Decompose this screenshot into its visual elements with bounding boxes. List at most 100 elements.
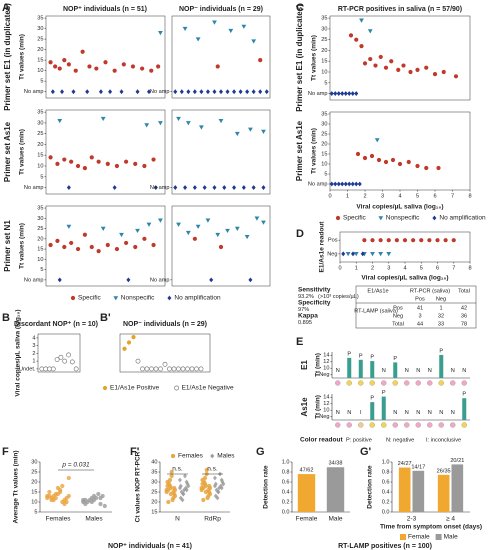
- point: [177, 477, 182, 483]
- bar: [370, 361, 375, 378]
- readout-letter: N: [405, 368, 409, 374]
- y-tick-label: 1.0: [382, 459, 390, 465]
- y-tick-label: 30: [31, 459, 37, 465]
- point: [435, 238, 440, 243]
- point: [172, 493, 178, 499]
- y-axis-label: Ct values NOP RT-PCR: [135, 451, 142, 522]
- table-cell: Pos: [393, 305, 403, 311]
- point: [169, 473, 174, 479]
- row-label: Primer set E1 (in duplicates): [295, 4, 304, 112]
- y-tick-label: No amp: [24, 277, 44, 283]
- point: [258, 89, 263, 95]
- point: [112, 185, 117, 190]
- point: [73, 366, 79, 372]
- point: [54, 357, 60, 362]
- row-label: As1e: [300, 397, 309, 417]
- point: [158, 366, 163, 372]
- y-tick-label: 12: [323, 359, 329, 365]
- readout-letter: N: [451, 368, 455, 374]
- point: [228, 28, 234, 34]
- table-cell: 78: [461, 321, 467, 327]
- point: [336, 91, 341, 96]
- point: [251, 89, 256, 95]
- point: [53, 64, 58, 69]
- point: [149, 68, 154, 73]
- point: [55, 238, 60, 243]
- point: [241, 24, 247, 29]
- point: [83, 497, 88, 503]
- point: [114, 246, 120, 252]
- y-tick-label: 0.6: [382, 479, 390, 485]
- point: [443, 238, 448, 243]
- table-cell: 1: [439, 305, 442, 311]
- point: [133, 161, 138, 166]
- value-label: 14/17: [411, 464, 425, 470]
- y-tick-label: 5: [40, 267, 43, 273]
- point: [126, 340, 132, 345]
- point: [186, 89, 191, 95]
- point: [66, 185, 71, 190]
- point: [215, 232, 221, 238]
- x-tick-label: Male: [328, 516, 342, 523]
- point: [135, 358, 141, 364]
- value-label: 34/38: [329, 461, 343, 467]
- point: [378, 54, 383, 60]
- point: [192, 185, 197, 190]
- point: [213, 493, 218, 499]
- readout-dot: [438, 380, 444, 386]
- point: [62, 157, 67, 162]
- point: [66, 475, 71, 481]
- y-tick-label: 35: [151, 469, 157, 475]
- table-header: RT-PCR (saliva): [410, 288, 450, 294]
- readout-dot: [461, 380, 467, 386]
- y-tick-label: 0.4: [282, 489, 290, 495]
- point: [121, 62, 126, 67]
- point: [359, 18, 364, 23]
- bar: [398, 467, 411, 512]
- point: [202, 475, 208, 481]
- panel-label: D: [296, 228, 304, 240]
- footer: RT-LAMP positives (n = 100): [338, 543, 432, 550]
- legend-marker: [174, 385, 179, 391]
- point: [151, 157, 156, 162]
- point: [340, 181, 345, 187]
- point: [205, 89, 210, 95]
- point: [367, 29, 373, 34]
- point: [48, 155, 53, 160]
- y-tick-label: 14: [323, 395, 329, 401]
- readout-legend: N: negative: [386, 437, 414, 443]
- annotation: n.s.: [172, 466, 183, 473]
- plot-frame: [329, 15, 471, 101]
- point: [368, 56, 373, 62]
- point: [166, 499, 171, 505]
- point: [362, 238, 367, 243]
- readout-letter: N: [439, 410, 443, 416]
- readout-dot: [438, 422, 444, 428]
- point: [140, 366, 145, 372]
- point: [212, 20, 217, 25]
- bar: [297, 474, 316, 512]
- y-tick-label: 5: [40, 79, 43, 85]
- point: [209, 277, 214, 283]
- y-axis-label: Tt (min): [315, 353, 322, 377]
- point: [98, 89, 103, 95]
- point: [176, 222, 181, 227]
- point: [205, 495, 210, 501]
- legend-marker: [113, 296, 119, 301]
- readout-dot: [369, 422, 375, 428]
- point: [173, 185, 178, 190]
- y-axis-label: Tt values (min): [311, 35, 318, 81]
- point: [66, 224, 72, 229]
- readout-letter: N: [451, 410, 455, 416]
- table-subheader: Pos: [415, 296, 425, 302]
- y-tick-label: 30: [151, 479, 157, 485]
- panel-title: RT-PCR positives in saliva (n = 57/90): [338, 6, 462, 13]
- point: [347, 91, 352, 96]
- point: [220, 479, 225, 485]
- readout-dot: [358, 380, 364, 386]
- bar: [439, 354, 444, 378]
- point: [199, 485, 204, 491]
- y-tick-label: No amp: [308, 181, 328, 187]
- point: [213, 481, 218, 487]
- point: [112, 68, 117, 73]
